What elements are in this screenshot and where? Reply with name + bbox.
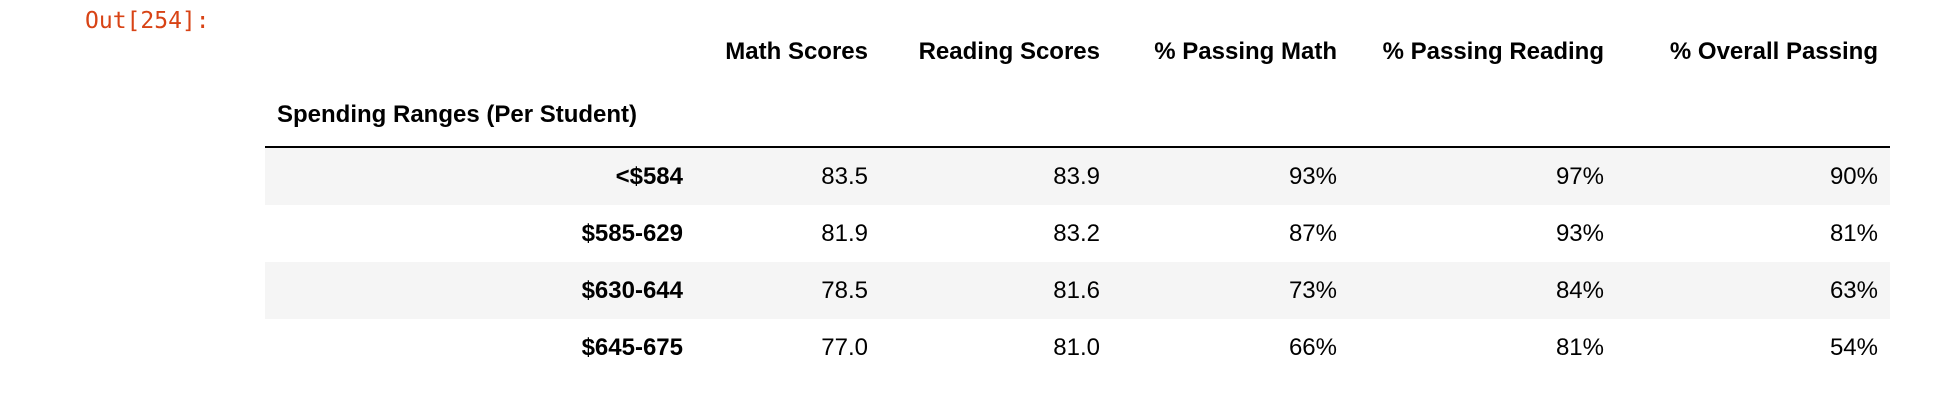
cell: 78.5 xyxy=(821,277,868,304)
cell: 97% xyxy=(1555,163,1604,190)
blank-header-cell xyxy=(1112,83,1349,148)
column-header-row: Math Scores Reading Scores % Passing Mat… xyxy=(265,20,1890,83)
cell: 81% xyxy=(1829,220,1878,247)
cell: 81.0 xyxy=(1053,334,1100,361)
table-row: $645-675 77.0 81.0 66% 81% 54% xyxy=(265,319,1890,376)
cell: 83.2 xyxy=(1053,220,1100,247)
cell: 81.9 xyxy=(821,220,868,247)
table-body: <$584 83.5 83.9 93% 97% 90% $585-629 81.… xyxy=(265,147,1890,376)
table-header: Math Scores Reading Scores % Passing Mat… xyxy=(265,20,1890,148)
cell: 54% xyxy=(1829,334,1878,361)
cell: 83.5 xyxy=(821,163,868,190)
cell: 87% xyxy=(1288,220,1337,247)
blank-corner-cell xyxy=(265,20,695,83)
cell: 83.9 xyxy=(1053,163,1100,190)
cell: 90% xyxy=(1829,163,1878,190)
column-header-overall-passing: % Overall Passing xyxy=(1669,38,1878,65)
cell: 81% xyxy=(1555,334,1604,361)
row-index-cell: <$584 xyxy=(615,163,683,190)
cell: 84% xyxy=(1555,277,1604,304)
cell: 63% xyxy=(1829,277,1878,304)
row-index-cell: $585-629 xyxy=(581,220,683,247)
output-prompt: Out[254]: xyxy=(85,8,210,34)
column-header-reading-scores: Reading Scores xyxy=(918,38,1100,65)
cell: 93% xyxy=(1288,163,1337,190)
table-row: $585-629 81.9 83.2 87% 93% 81% xyxy=(265,205,1890,262)
column-header-passing-reading: % Passing Reading xyxy=(1382,38,1604,65)
row-index-cell: $645-675 xyxy=(581,334,683,361)
blank-header-cell xyxy=(1349,83,1616,148)
blank-header-cell xyxy=(1616,83,1890,148)
row-index-cell: $630-644 xyxy=(581,277,683,304)
cell: 66% xyxy=(1288,334,1337,361)
blank-header-cell xyxy=(695,83,880,148)
index-name-cell: Spending Ranges (Per Student) xyxy=(265,83,695,148)
index-name-row: Spending Ranges (Per Student) xyxy=(265,83,1890,148)
column-header-passing-math: % Passing Math xyxy=(1154,38,1337,65)
table-row: <$584 83.5 83.9 93% 97% 90% xyxy=(265,147,1890,205)
cell: 93% xyxy=(1555,220,1604,247)
table-row: $630-644 78.5 81.6 73% 84% 63% xyxy=(265,262,1890,319)
column-header-math-scores: Math Scores xyxy=(725,38,868,65)
cell: 81.6 xyxy=(1053,277,1100,304)
cell: 77.0 xyxy=(821,334,868,361)
blank-header-cell xyxy=(880,83,1112,148)
dataframe-table: Math Scores Reading Scores % Passing Mat… xyxy=(265,20,1890,376)
cell: 73% xyxy=(1288,277,1337,304)
